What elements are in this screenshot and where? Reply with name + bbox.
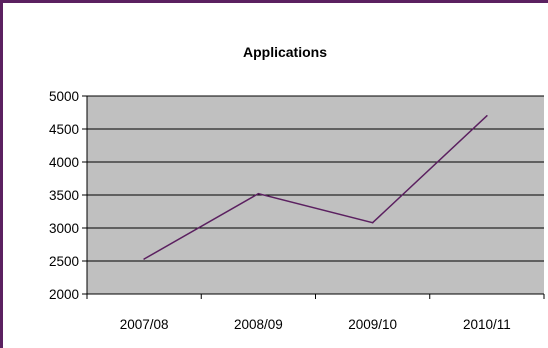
y-tick-label-5000: 5000	[49, 89, 79, 104]
x-tick-label-2007/08: 2007/08	[120, 317, 169, 332]
y-tick-label-3500: 3500	[49, 188, 79, 203]
data-point-2007/08	[143, 258, 145, 260]
series-line-0	[143, 115, 488, 260]
y-tick-label-4000: 4000	[49, 155, 79, 170]
y-tick-label-2500: 2500	[49, 254, 79, 269]
frame-border-top	[0, 0, 548, 3]
x-tick-label-2008/09: 2008/09	[234, 317, 283, 332]
data-point-2009/10	[371, 221, 374, 224]
series-group	[143, 115, 488, 260]
y-tick-label-3000: 3000	[49, 221, 79, 236]
x-axis-ticks: 2007/08 2008/09 2009/10 2010/11	[86, 294, 545, 332]
y-tick-label-4500: 4500	[49, 122, 79, 137]
frame-border-left	[0, 0, 3, 348]
x-tick-label-2009/10: 2009/10	[348, 317, 397, 332]
gridlines	[87, 95, 544, 262]
chart-title: Applications	[243, 44, 327, 60]
y-axis-ticks: 2000 2500 3000 3500 4000 4500 5000	[49, 89, 87, 302]
y-tick-label-2000: 2000	[49, 287, 79, 302]
x-tick-label-2010/11: 2010/11	[463, 317, 511, 332]
data-point-2010/11	[486, 115, 488, 117]
data-point-2008/09	[257, 192, 260, 195]
